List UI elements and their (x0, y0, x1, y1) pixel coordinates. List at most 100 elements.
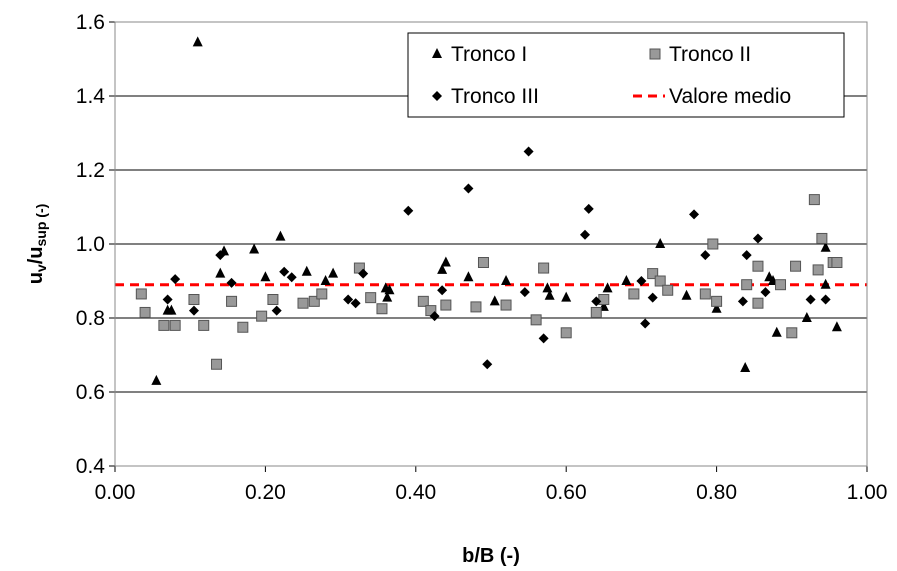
legend-label: Valore medio (669, 85, 791, 108)
tronco-i-point (771, 326, 782, 337)
tronco-i-point (437, 263, 448, 274)
tronco-i-point (831, 321, 842, 332)
tronco-ii-point (662, 284, 674, 296)
tronco-ii-point (135, 288, 147, 300)
tronco-ii-point (237, 321, 249, 333)
tronco-ii-point (417, 295, 429, 307)
tronco-ii-point (816, 232, 828, 244)
tronco-iii-point (162, 294, 173, 305)
tronco-i-point (542, 282, 553, 293)
tronco-ii-point (808, 194, 820, 206)
x-tick-label: 1.00 (847, 481, 888, 504)
tronco-i-point (501, 275, 512, 285)
tronco-i-point (440, 256, 451, 267)
tronco-ii-point (188, 294, 200, 305)
tronco-ii-point (711, 295, 723, 307)
tronco-ii-point (752, 260, 764, 272)
tronco-iii-point (636, 276, 647, 286)
y-tick-label: 1.4 (76, 85, 106, 108)
tronco-i-point (166, 304, 177, 315)
y-tick-label: 1.6 (76, 11, 105, 34)
tronco-iii-point (350, 298, 361, 309)
y-axis-title-main: u (25, 272, 47, 284)
tronco-ii-point (470, 301, 482, 313)
tronco-iii-point (591, 296, 602, 307)
tronco-i-point (384, 284, 395, 295)
y-tick-label: 0.4 (76, 455, 106, 478)
tronco-ii-point (598, 294, 610, 305)
tronco-ii-point (590, 306, 602, 318)
tronco-iii-point (583, 203, 594, 214)
tronco-iii-point (437, 285, 448, 296)
x-tick-label: 0.20 (245, 481, 286, 504)
tronco-i-point (621, 275, 632, 285)
y-tick-label: 1.0 (76, 233, 105, 256)
tronco-iii-point (188, 305, 199, 316)
tronco-ii-point (790, 260, 802, 272)
legend-label: Tronco II (669, 43, 751, 66)
tronco-iii-point (403, 205, 414, 216)
x-tick-label: 0.60 (546, 481, 587, 504)
y-axis-title-slash: /u (25, 246, 47, 264)
tronco-iii-point (805, 294, 816, 305)
tronco-i-point (249, 243, 260, 254)
tronco-ii-point (376, 303, 388, 315)
legend: Tronco I Tronco II Tronco III Valore medio (407, 32, 845, 118)
tronco-i-point (820, 241, 831, 252)
x-tick-label: 0.40 (395, 481, 436, 504)
tronco-ii-point (831, 257, 843, 268)
tronco-ii-point (169, 319, 181, 331)
tronco-ii-point (699, 288, 711, 300)
tronco-iii-point (519, 287, 530, 298)
legend-diamond-icon (432, 91, 442, 101)
tronco-ii-point (316, 288, 328, 300)
tronco-ii-point (647, 268, 659, 280)
legend-item-tronco-i: Tronco I (432, 43, 527, 66)
tronco-iii-point (580, 229, 590, 240)
legend-box (407, 32, 845, 118)
tronco-iii-point (647, 292, 658, 303)
tronco-ii-point (365, 292, 377, 304)
tronco-iii-point (226, 277, 237, 288)
tronco-ii-point (267, 294, 279, 305)
tronco-iii-point (737, 296, 748, 307)
tronco-ii-point (440, 299, 452, 311)
tronco-iii-point (271, 305, 282, 316)
tronco-iii-point (343, 294, 354, 305)
tronco-ii-point (477, 257, 489, 268)
tronco-ii-point (297, 297, 309, 309)
tronco-iii-point (700, 250, 711, 261)
tronco-iii-point (752, 233, 763, 244)
tronco-i-point (215, 267, 226, 278)
tronco-iii-point (286, 272, 297, 283)
tronco-iii-point (523, 146, 534, 157)
tronco-iii-point (170, 274, 181, 285)
tronco-iii-point (215, 250, 226, 261)
tronco-i-point (463, 271, 474, 282)
tronco-iii-point (760, 287, 771, 298)
tronco-iii-point (689, 209, 700, 220)
tronco-i-point (681, 289, 692, 300)
tronco-ii-point (707, 238, 719, 250)
tronco-iii-point (820, 294, 831, 305)
tronco-i-point (740, 361, 751, 372)
tronco-i-point (151, 374, 162, 385)
tronco-ii-point (139, 306, 151, 318)
tronco-i-point (820, 278, 831, 289)
legend-triangle-icon (432, 48, 442, 58)
tronco-ii-point (654, 275, 666, 287)
tick-labels: 0.4 0.6 0.8 1.0 1.2 1.4 1.6 0.00 0.20 0.40 0.60 0.8… (76, 11, 888, 504)
legend-label: Tronco III (451, 85, 539, 108)
tronco-i-point (655, 238, 666, 248)
tronco-i-point (260, 271, 271, 282)
data-points (135, 36, 843, 385)
tronco-i-point (382, 291, 393, 302)
tronco-iii-point (482, 359, 493, 370)
tronco-iii-point (429, 311, 440, 322)
tronco-i-point (602, 282, 613, 293)
y-axis-title: uv/usup (-) (25, 204, 49, 285)
tronco-iii-point (279, 266, 290, 277)
tronco-i-point (301, 265, 312, 276)
tronco-iii-point (741, 250, 752, 261)
